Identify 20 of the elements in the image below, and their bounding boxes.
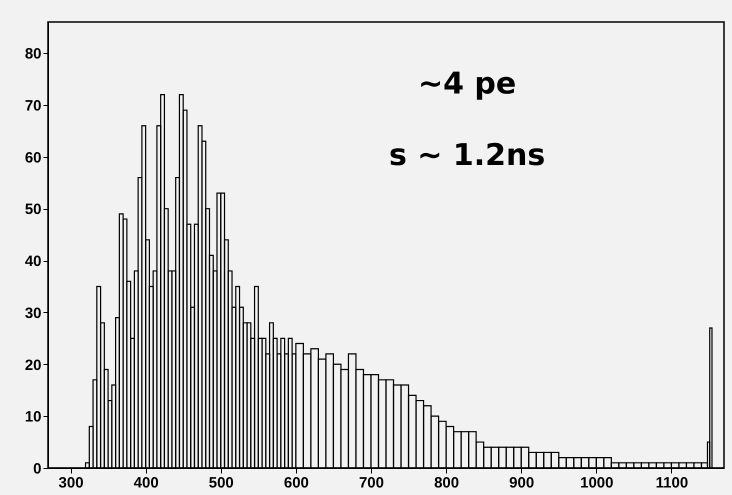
y-tick-label: 20 (24, 356, 42, 374)
x-tick-label: 300 (58, 474, 84, 492)
y-tick-label: 60 (24, 149, 42, 166)
x-tick-label: 500 (208, 474, 234, 492)
y-tick-label: 40 (24, 253, 42, 270)
x-tick-label: 1000 (580, 474, 614, 492)
annotation: ~4 pe (418, 66, 516, 102)
y-tick-label: 0 (33, 460, 42, 478)
y-tick-label: 70 (24, 97, 42, 114)
x-tick-label: 1100 (656, 474, 688, 492)
x-tick-label: 600 (284, 474, 309, 492)
y-tick-label: 30 (24, 304, 42, 322)
x-tick-label: 800 (434, 474, 460, 492)
y-tick-label: 10 (24, 408, 42, 426)
x-tick-label: 700 (358, 474, 384, 492)
y-tick-label: 50 (24, 201, 42, 218)
annotation: s ~ 1.2ns (388, 138, 546, 173)
y-tick-label: 80 (24, 46, 42, 63)
x-tick-label: 400 (134, 474, 159, 492)
x-tick-label: 900 (509, 474, 534, 492)
